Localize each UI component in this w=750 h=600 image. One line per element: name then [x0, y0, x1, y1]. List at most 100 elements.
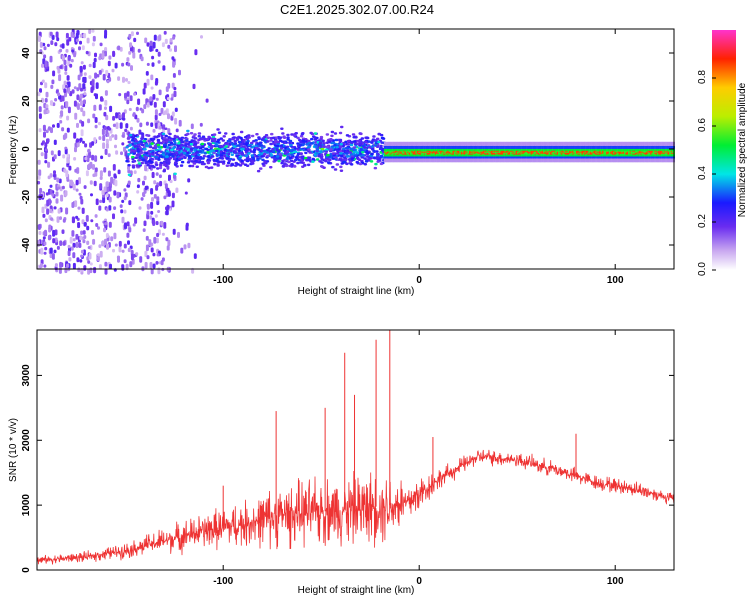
heat-cell — [312, 135, 316, 138]
heat-cell — [75, 241, 79, 248]
heat-cell — [98, 205, 102, 211]
heat-cell — [39, 41, 43, 48]
heat-cell — [84, 143, 88, 148]
heat-cell — [222, 154, 227, 157]
heat-cell — [150, 74, 154, 81]
heat-cell — [153, 180, 157, 185]
heat-cell — [167, 128, 171, 135]
heat-cell — [94, 72, 98, 79]
heat-cell — [284, 164, 289, 168]
heat-cell — [143, 175, 147, 181]
heat-cell — [374, 162, 378, 166]
heat-cell — [431, 141, 434, 144]
heat-cell — [124, 222, 127, 230]
heat-cell — [43, 46, 47, 51]
heat-cell — [148, 152, 152, 156]
heat-cell — [478, 141, 481, 144]
heat-cell — [193, 133, 197, 136]
heat-cell — [271, 147, 275, 151]
heat-cell — [130, 135, 134, 139]
heat-cell — [115, 150, 119, 155]
heat-cell — [66, 39, 70, 46]
heat-cell — [101, 128, 105, 136]
heat-cell — [351, 133, 356, 136]
heat-cell — [183, 244, 187, 250]
heat-cell — [152, 263, 156, 269]
heat-cell — [354, 154, 358, 157]
heat-cell — [83, 76, 87, 84]
heat-cell — [62, 218, 66, 223]
heat-cell — [425, 141, 427, 144]
heat-cell — [120, 209, 124, 214]
heat-cell — [358, 162, 363, 166]
heat-cell — [437, 141, 439, 144]
heat-cell — [329, 148, 333, 151]
heat-cell — [42, 213, 46, 218]
heat-cell — [197, 153, 201, 156]
heat-cell — [162, 112, 166, 116]
heat-cell — [333, 132, 338, 135]
heat-cell — [288, 156, 293, 159]
heat-cell — [126, 157, 130, 161]
heat-cell — [154, 151, 159, 155]
heat-cell — [117, 114, 121, 119]
heat-cell — [375, 145, 380, 148]
heat-cell — [229, 148, 233, 151]
heat-cell — [89, 267, 93, 274]
heat-cell — [497, 141, 500, 144]
heat-cell — [299, 148, 303, 151]
heat-cell — [162, 65, 166, 71]
heat-cell — [73, 157, 77, 161]
heat-cell — [418, 141, 420, 144]
heat-cell — [347, 143, 351, 146]
heat-cell — [207, 159, 212, 162]
heat-cell — [247, 136, 251, 139]
heat-cell — [237, 144, 241, 147]
heat-cell — [115, 112, 119, 119]
heat-cell — [121, 62, 125, 67]
heat-cell — [86, 155, 90, 163]
heat-cell — [108, 196, 112, 203]
heat-cell — [163, 195, 167, 200]
heat-cell — [310, 142, 314, 145]
heat-cell — [56, 37, 60, 42]
heat-cell — [78, 192, 82, 196]
heat-cell — [380, 136, 385, 140]
heat-cell — [359, 142, 363, 146]
heat-cell — [519, 141, 522, 144]
heat-cell — [88, 252, 92, 260]
heat-cell — [259, 149, 264, 152]
heat-cell — [205, 98, 209, 103]
heat-cell — [271, 136, 276, 140]
heat-cell — [179, 164, 184, 167]
heat-cell — [51, 253, 55, 260]
heat-cell — [145, 134, 149, 137]
heat-cell — [194, 145, 198, 148]
heat-cell — [273, 155, 277, 158]
heat-cell — [169, 179, 173, 184]
heat-cell — [108, 205, 112, 211]
heat-cell — [317, 154, 322, 158]
heat-cell — [77, 74, 81, 81]
heat-cell — [81, 207, 85, 214]
heat-cell — [140, 143, 145, 147]
heat-cell — [422, 141, 424, 144]
heat-cell — [134, 140, 139, 143]
heat-cell — [119, 122, 123, 129]
heat-cell — [205, 147, 209, 151]
heat-cell — [81, 45, 85, 51]
heat-cell — [117, 169, 121, 175]
heat-cell — [234, 151, 238, 154]
heat-cell — [190, 123, 194, 130]
heat-cell — [346, 155, 350, 158]
heat-cell — [80, 61, 84, 65]
heat-cell — [150, 142, 154, 145]
heat-cell — [150, 247, 154, 253]
heat-cell — [164, 134, 168, 138]
heat-cell — [249, 150, 253, 153]
heat-cell — [41, 206, 45, 214]
heat-cell — [41, 97, 44, 103]
heat-cell — [151, 153, 155, 156]
heat-cell — [137, 48, 141, 53]
